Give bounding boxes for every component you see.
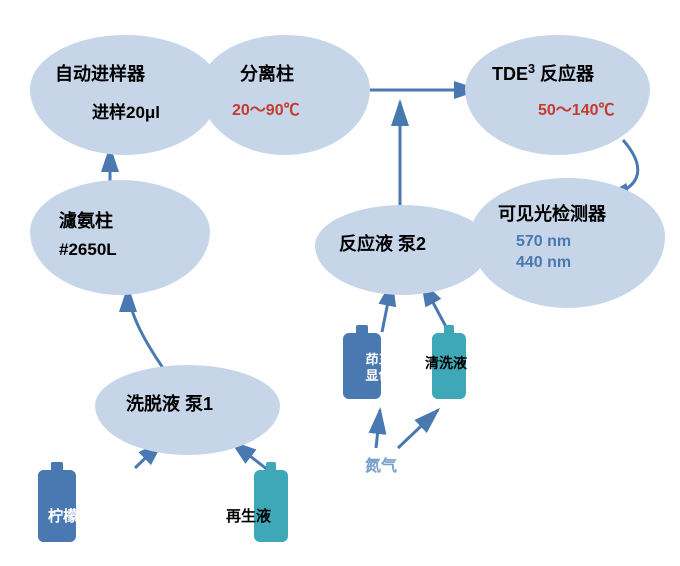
node-reactpump2-label: 反应液 泵2 xyxy=(339,230,426,256)
node-eluentpump1-label: 洗脱液 泵1 xyxy=(126,390,213,416)
node-tde-detail: 50～140℃ xyxy=(538,96,615,120)
regen-bottle-label: 再生液 xyxy=(226,505,271,526)
wash-bottle-label: 清洗液 xyxy=(425,353,467,373)
node-autosampler-detail: 进样20μl xyxy=(92,98,160,123)
node-tde-label: TDE3 反应器 xyxy=(492,60,594,86)
regen-bottle xyxy=(254,462,288,542)
node-autosampler-label: 自动进样器 xyxy=(55,60,145,86)
ninhydrin-bottle-label: 茚三酮 显色液 xyxy=(350,352,420,383)
node-sepcol-label: 分离柱 xyxy=(240,60,294,86)
node-ammonia-label: 濾氨柱 xyxy=(59,207,113,233)
node-ammonia-detail: #2650L xyxy=(59,240,117,260)
node-visdet-detail: 570 nm 440 nm xyxy=(516,232,571,274)
nitrogen-label: 氮气 xyxy=(365,452,397,476)
node-sepcol-detail: 20～90℃ xyxy=(232,96,300,120)
node-visdet-label: 可见光检测器 xyxy=(498,200,606,226)
citrate-bottle-label: 柠檬酸盐缓冲溶液 xyxy=(48,508,168,526)
